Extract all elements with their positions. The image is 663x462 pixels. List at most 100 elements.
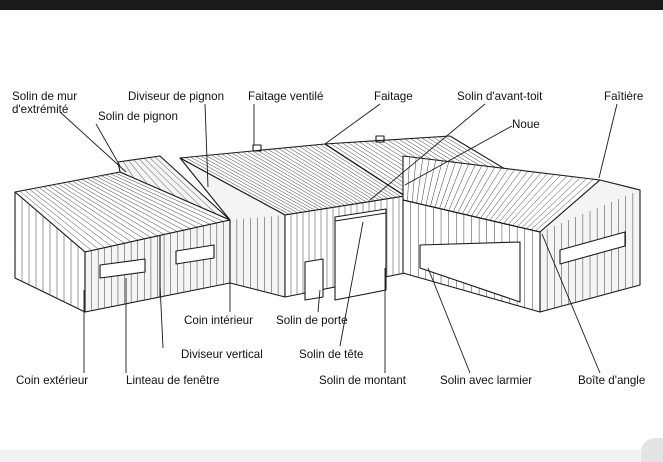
- head-flashing-line: [334, 212, 387, 222]
- label-solin-montant: Solin de montant: [319, 374, 407, 387]
- corrugation-rib: [29, 189, 105, 248]
- corrugation-rib: [236, 152, 333, 208]
- label-boite-angle: Boîte d'angle: [578, 374, 646, 387]
- corrugation-rib: [138, 158, 176, 197]
- corrugation-rib: [314, 144, 397, 198]
- leader-solin-larmier: [427, 267, 471, 374]
- eave-line: [402, 199, 541, 233]
- leader-lines: [59, 103, 618, 374]
- corrugation-rib: [110, 173, 217, 224]
- corrugation-rib: [535, 179, 594, 232]
- left-end-ribs: [21, 198, 79, 309]
- corrugation-rib: [19, 190, 92, 251]
- corrugation-rib: [123, 161, 134, 179]
- label-solin-mur-extremite-line2: d'extrémité: [12, 103, 69, 116]
- gable-strip-ribs: [123, 156, 217, 215]
- corrugation-rib: [96, 176, 198, 228]
- label-solin-avant-toit: Solin d'avant-toit: [457, 90, 543, 103]
- corrugation-rib: [62, 182, 152, 238]
- corrugation-rib: [185, 157, 290, 215]
- label-faitage-ventile: Faitage ventilé: [248, 90, 324, 103]
- ridge-vent-right: [375, 135, 385, 143]
- right-open-bay: [419, 241, 521, 303]
- right-building: [402, 155, 641, 313]
- corrugation-rib: [283, 147, 371, 202]
- top-bar: [0, 0, 663, 10]
- corrugation-rib: [480, 169, 515, 219]
- corrugation-rib: [466, 167, 496, 216]
- corrugation-rib: [154, 156, 217, 215]
- corrugation-rib: [425, 159, 437, 206]
- corrugation-rib: [133, 159, 162, 191]
- corrugation-rib: [304, 145, 388, 199]
- corrugation-rib: [53, 184, 138, 241]
- corrugation-rib: [105, 174, 211, 225]
- corrugation-rib: [115, 172, 224, 222]
- label-solin-mur-extremite: Solin de mur d'extrémité: [12, 90, 77, 116]
- leader-boite-angle: [541, 233, 601, 374]
- corrugation-rib: [216, 154, 316, 211]
- main-gable-ribs: [236, 215, 279, 296]
- corrugation-rib: [416, 158, 423, 204]
- corrugation-rib: [421, 159, 430, 205]
- corrugation-rib: [503, 173, 548, 224]
- corrugation-rib: [471, 167, 502, 217]
- label-diviseur-vertical: Diviseur vertical: [181, 348, 263, 361]
- label-faitage: Faitage: [374, 90, 413, 103]
- corrugation-rib: [76, 179, 171, 234]
- corrugation-rib: [462, 166, 489, 214]
- corrugation-rib: [494, 171, 535, 222]
- corrugation-rib: [267, 149, 358, 204]
- corrugation-rib: [210, 154, 311, 212]
- corrugation-rib: [33, 188, 112, 247]
- leader-diviseur-vertical: [159, 284, 164, 349]
- corrugation-rib: [242, 151, 337, 208]
- label-diviseur-pignon: Diviseur de pignon: [128, 90, 225, 103]
- label-solin-mur-extremite-line1: Solin de mur: [12, 90, 78, 103]
- corrugation-rib: [86, 178, 184, 231]
- corrugation-rib: [48, 185, 132, 243]
- corrugation-rib: [273, 148, 363, 203]
- corrugation-rib: [439, 162, 456, 209]
- corrugation-rib: [434, 161, 450, 208]
- bottom-bar: [0, 450, 663, 462]
- leader-faitage: [324, 103, 381, 145]
- corner-shade: [641, 438, 663, 462]
- corrugation-rib: [247, 151, 341, 207]
- label-linteau-fenetre: Linteau de fenêtre: [126, 374, 220, 387]
- leader-solin-mur-extremite: [59, 111, 127, 173]
- right-window: [559, 231, 626, 265]
- door-opening: [334, 208, 387, 301]
- corrugation-rib: [530, 178, 588, 231]
- corrugation-rib: [226, 153, 324, 210]
- label-coin-exterieur: Coin extérieur: [16, 374, 89, 387]
- ridge-line: [324, 143, 406, 197]
- corrugation-rib: [128, 160, 148, 185]
- label-solin-tete: Solin de tête: [299, 348, 364, 361]
- left-roof-ribs: [19, 172, 224, 251]
- corrugation-rib: [484, 170, 522, 220]
- leader-solin-porte: [317, 289, 321, 313]
- leader-diviseur-pignon: [204, 103, 209, 188]
- corrugation-rib: [336, 143, 416, 195]
- corrugation-rib: [24, 189, 99, 250]
- corrugation-rib: [149, 157, 203, 209]
- corrugation-rib: [298, 146, 384, 200]
- corrugation-rib: [257, 150, 350, 206]
- corrugation-rib: [309, 145, 393, 199]
- label-solin-larmier: Solin avec larmier: [440, 374, 533, 387]
- corrugation-rib: [144, 158, 189, 203]
- corrugation-rib: [526, 177, 581, 229]
- label-solin-pignon: Solin de pignon: [98, 110, 178, 123]
- corrugation-rib: [293, 146, 380, 201]
- leader-solin-tete: [339, 221, 364, 347]
- corrugation-rib: [57, 183, 145, 240]
- corrugation-rib: [221, 153, 320, 210]
- corrugation-rib: [72, 180, 165, 235]
- corrugation-rib: [516, 175, 568, 227]
- right-roof-ribs: [407, 156, 594, 232]
- corrugation-rib: [262, 149, 354, 205]
- corrugation-rib: [231, 152, 328, 209]
